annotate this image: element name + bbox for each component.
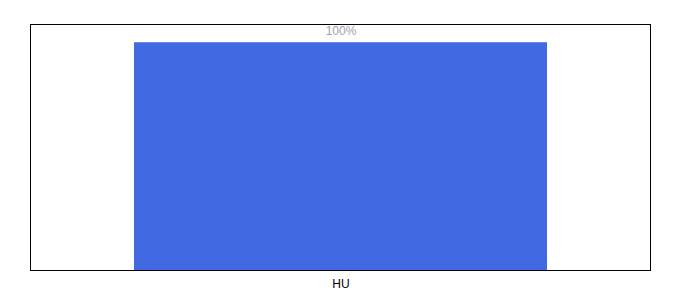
svg-text:100%: 100% (326, 24, 357, 38)
svg-text:HU: HU (332, 277, 349, 291)
